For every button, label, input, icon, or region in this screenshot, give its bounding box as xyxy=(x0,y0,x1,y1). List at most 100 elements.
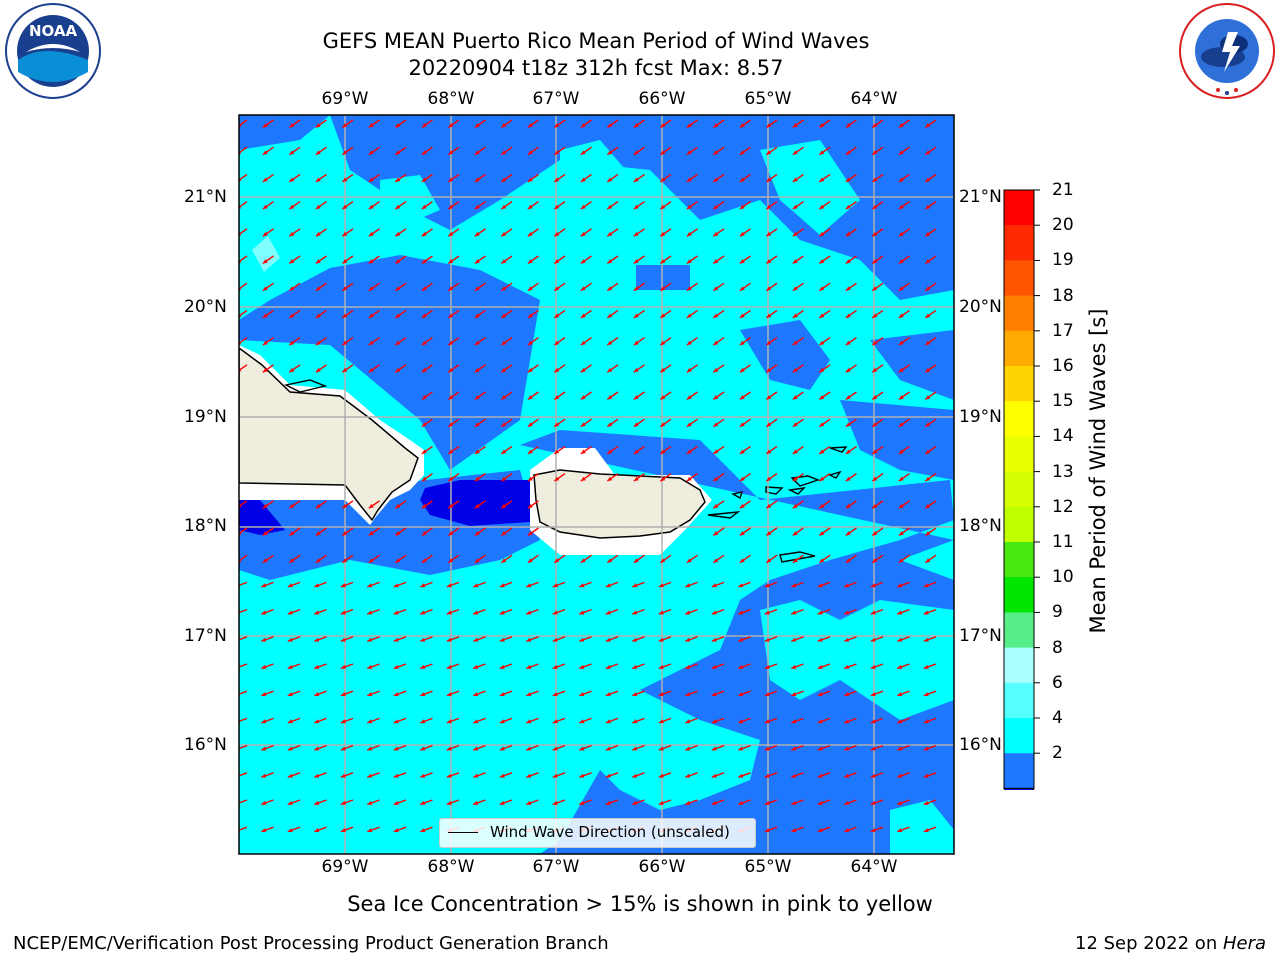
wind-wave-arrow xyxy=(870,690,884,697)
wind-wave-arrow xyxy=(421,364,433,373)
wind-wave-arrow xyxy=(499,608,513,615)
wind-wave-arrow xyxy=(340,690,354,697)
colorbar-tick-label: 13 xyxy=(1052,461,1074,482)
wind-wave-arrow xyxy=(287,744,301,751)
wind-wave-arrow xyxy=(580,119,592,129)
wind-wave-arrow xyxy=(553,146,566,156)
wind-wave-arrow xyxy=(871,146,884,156)
lat-label-right: 20°N xyxy=(959,297,1002,317)
colorbar-tick-label: 21 xyxy=(1052,180,1074,200)
wind-wave-arrow xyxy=(898,309,910,319)
wind-wave-arrow xyxy=(765,418,778,428)
wind-wave-arrow xyxy=(871,418,884,428)
wind-wave-arrow xyxy=(580,554,592,564)
wind-wave-arrow xyxy=(288,255,301,265)
wind-wave-arrow xyxy=(580,445,592,455)
wind-wave-arrow xyxy=(712,418,725,428)
wind-wave-arrow xyxy=(739,255,751,265)
wind-wave-arrow xyxy=(500,337,513,346)
wind-wave-arrow xyxy=(527,337,539,346)
wind-wave-arrow xyxy=(500,119,513,129)
wind-wave-arrow xyxy=(924,255,937,265)
wind-wave-arrow xyxy=(474,500,486,509)
wind-wave-arrow xyxy=(658,581,672,588)
wind-wave-arrow xyxy=(500,364,513,373)
wind-wave-arrow xyxy=(579,690,592,697)
wind-wave-arrow xyxy=(739,445,751,455)
wind-wave-arrow xyxy=(871,554,884,564)
wind-wave-arrow xyxy=(527,364,539,373)
wind-wave-arrow xyxy=(818,364,831,373)
wind-wave-arrow xyxy=(923,663,937,670)
colorbar-swatch xyxy=(1004,260,1034,297)
wind-wave-arrow xyxy=(340,608,354,615)
lon-label-top: 68°W xyxy=(427,89,475,109)
wind-wave-arrow xyxy=(421,201,433,210)
wind-wave-arrow xyxy=(421,146,433,156)
wind-wave-arrow xyxy=(579,799,592,806)
wind-wave-arrow xyxy=(315,119,327,129)
wind-wave-arrow xyxy=(579,717,592,724)
wind-wave-arrow xyxy=(287,690,301,697)
wind-wave-arrow xyxy=(685,744,698,751)
wind-wave-arrow xyxy=(711,744,725,751)
wind-wave-arrow xyxy=(845,554,857,564)
wind-wave-arrow xyxy=(765,309,778,319)
wind-wave-arrow xyxy=(473,663,486,670)
wind-wave-arrow xyxy=(871,309,884,319)
wind-wave-arrow xyxy=(315,554,327,564)
wind-wave-arrow xyxy=(314,772,327,778)
wind-wave-arrow xyxy=(314,608,327,615)
wind-wave-arrow xyxy=(553,337,566,346)
wind-wave-arrow xyxy=(711,799,725,806)
wind-wave-arrow xyxy=(287,799,301,806)
wind-wave-arrow xyxy=(394,146,407,156)
wind-wave-arrow xyxy=(580,418,592,428)
wind-wave-arrow xyxy=(288,527,301,537)
wind-wave-arrow xyxy=(923,772,937,778)
wind-wave-arrow xyxy=(845,527,857,537)
wind-wave-arrow xyxy=(447,391,460,401)
wind-wave-arrow xyxy=(368,201,380,210)
wind-wave-arrow xyxy=(898,282,910,292)
wind-wave-arrow xyxy=(367,744,380,751)
wind-wave-arrow xyxy=(288,282,301,292)
wind-wave-arrow xyxy=(261,772,274,778)
wind-wave-arrow xyxy=(712,255,725,265)
wind-wave-arrow xyxy=(870,744,884,751)
wind-wave-arrow xyxy=(606,473,619,482)
wind-wave-arrow xyxy=(792,146,804,156)
wind-wave-arrow xyxy=(844,826,857,833)
wind-wave-arrow xyxy=(659,119,672,129)
wind-wave-arrow xyxy=(897,636,910,642)
wind-wave-arrow xyxy=(446,717,460,724)
wind-wave-arrow xyxy=(393,799,407,806)
nws-logo xyxy=(1178,2,1276,100)
map-frame xyxy=(238,114,955,855)
wind-wave-arrow xyxy=(527,500,539,509)
wind-wave-arrow xyxy=(792,364,804,373)
colorbar-tick-label: 14 xyxy=(1052,426,1074,447)
wind-wave-arrow xyxy=(500,391,513,401)
wind-wave-arrow xyxy=(262,309,274,319)
wind-wave-arrow xyxy=(474,418,486,428)
wind-wave-arrow xyxy=(924,473,937,482)
wind-wave-arrow xyxy=(552,717,566,724)
wind-wave-arrow xyxy=(500,445,513,455)
wind-wave-arrow xyxy=(924,173,937,183)
wind-wave-arrow xyxy=(394,119,407,129)
wind-wave-arrow xyxy=(845,418,857,428)
wind-wave-arrow xyxy=(791,799,804,806)
wind-wave-arrow xyxy=(527,391,539,401)
wind-wave-arrow xyxy=(764,663,778,670)
colorbar-tick-label: 10 xyxy=(1052,567,1074,588)
wind-wave-arrow xyxy=(818,500,831,509)
wind-wave-arrow xyxy=(420,663,433,670)
wind-wave-arrow xyxy=(393,690,407,697)
wind-wave-arrow xyxy=(526,608,539,615)
wind-wave-arrow xyxy=(685,799,698,806)
wind-wave-arrow xyxy=(686,119,698,129)
wind-wave-arrow xyxy=(499,581,513,588)
wind-wave-arrow xyxy=(447,309,460,319)
wind-wave-arrow xyxy=(633,337,645,346)
